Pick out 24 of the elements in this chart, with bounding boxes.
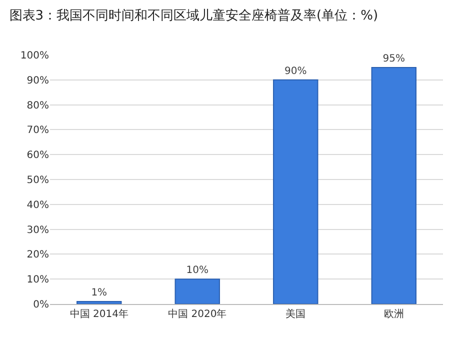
chart-title: 图表3：我国不同时间和不同区域儿童安全座椅普及率(单位：%) xyxy=(9,7,378,24)
y-tick-label: 20% xyxy=(26,250,49,261)
y-tick-label: 0% xyxy=(33,300,49,310)
y-tick-label: 30% xyxy=(26,224,49,236)
y-tick-label: 40% xyxy=(26,200,49,211)
x-tick-label: 中国 2014年 xyxy=(70,308,128,320)
y-tick-label: 100% xyxy=(20,50,49,62)
bar xyxy=(273,79,318,304)
bar xyxy=(174,278,220,304)
y-tick-label: 90% xyxy=(26,75,49,86)
x-tick-label: 美国 xyxy=(286,308,306,320)
bar xyxy=(371,66,416,304)
data-label: 10% xyxy=(186,265,208,276)
y-tick-label: 50% xyxy=(26,175,49,186)
y-tick-label: 10% xyxy=(26,274,49,286)
data-label: 1% xyxy=(91,288,108,299)
y-tick-label: 80% xyxy=(26,100,49,112)
x-tick-label: 中国 2020年 xyxy=(168,308,227,320)
y-tick-label: 60% xyxy=(26,150,49,162)
data-label: 95% xyxy=(382,53,405,64)
data-label: 90% xyxy=(284,66,307,77)
bar xyxy=(76,301,122,304)
y-tick-label: 70% xyxy=(26,125,49,136)
x-tick-label: 欧洲 xyxy=(384,308,404,320)
